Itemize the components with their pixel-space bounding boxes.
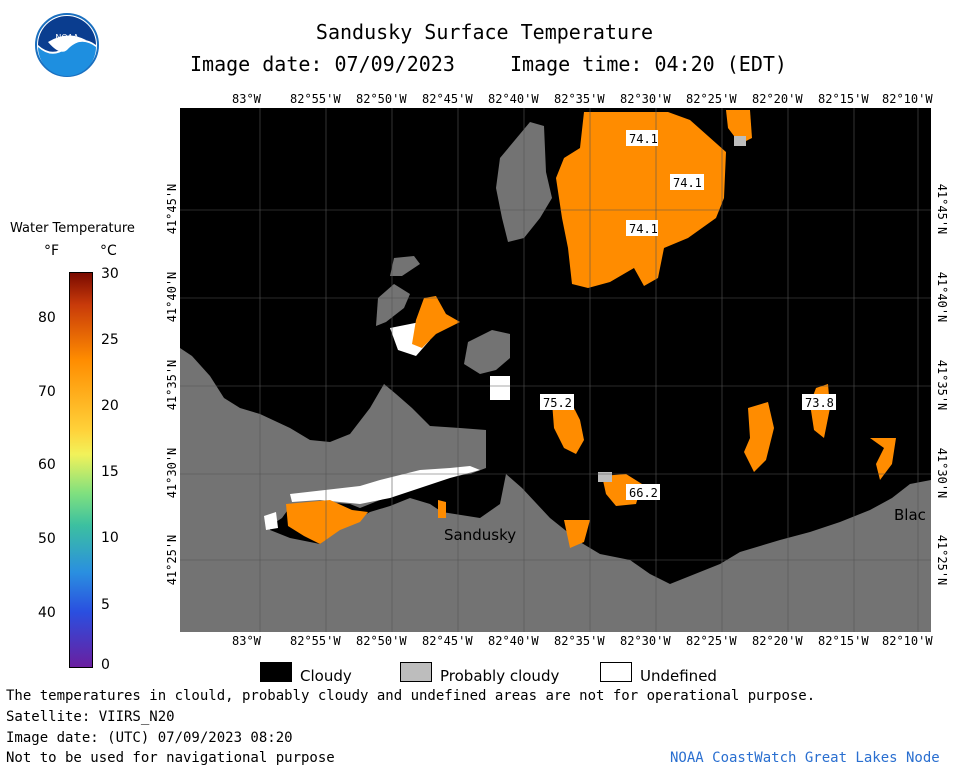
legend-label-cloudy: Cloudy — [300, 667, 352, 685]
lon-tick-top: 82°55'W — [290, 92, 341, 106]
color-scale-bar — [69, 272, 93, 668]
lat-tick-right: 41°35'N — [935, 359, 949, 411]
lon-tick-bottom: 82°30'W — [620, 634, 671, 648]
lat-tick-right: 41°25'N — [935, 534, 949, 586]
warm-water — [412, 296, 460, 348]
lat-tick-left: 41°25'N — [165, 534, 179, 586]
scale-tick-f: 60 — [38, 457, 56, 473]
footer-satellite: Satellite: VIIRS_N20 — [6, 709, 175, 725]
lon-tick-bottom: 82°40'W — [488, 634, 539, 648]
undefined-area — [264, 512, 278, 530]
legend-swatch-probably-cloudy — [400, 662, 432, 682]
warm-water — [564, 520, 590, 548]
scale-tick-f: 80 — [38, 310, 56, 326]
lon-tick-bottom: 83°W — [232, 634, 261, 648]
undefined-area — [490, 376, 510, 400]
undefined-area — [290, 466, 480, 504]
footer-note: The temperatures in clould, probably clo… — [6, 688, 816, 704]
lon-tick-top: 82°40'W — [488, 92, 539, 106]
island — [376, 284, 410, 326]
lon-tick-bottom: 82°55'W — [290, 634, 341, 648]
lon-tick-top: 82°50'W — [356, 92, 407, 106]
temp-label: 73.8 — [805, 396, 834, 410]
scale-tick-c: 15 — [101, 464, 119, 480]
lon-tick-top: 83°W — [232, 92, 261, 106]
lon-tick-bottom: 82°20'W — [752, 634, 803, 648]
lon-tick-top: 82°45'W — [422, 92, 473, 106]
place-label-sandusky: Sandusky — [444, 526, 516, 544]
temp-label: 74.1 — [629, 222, 658, 236]
footer-nav-warning: Not to be used for navigational purpose — [6, 750, 335, 766]
lat-tick-left: 41°30'N — [165, 447, 179, 499]
image-time: Image time: 04:20 (EDT) — [510, 52, 787, 76]
legend-swatch-undefined — [600, 662, 632, 682]
probably-cloudy-area — [598, 472, 612, 482]
island — [464, 330, 510, 374]
scale-tick-c: 25 — [101, 332, 119, 348]
scale-title: Water Temperature — [10, 221, 135, 236]
scale-tick-f: 50 — [38, 531, 56, 547]
footer-utc-date: Image date: (UTC) 07/09/2023 08:20 — [6, 730, 293, 746]
place-label-blac: Blac — [894, 506, 926, 524]
lon-tick-bottom: 82°15'W — [818, 634, 869, 648]
lat-tick-right: 41°30'N — [935, 447, 949, 499]
lon-tick-bottom: 82°50'W — [356, 634, 407, 648]
warm-water — [726, 110, 752, 144]
lat-tick-left: 41°35'N — [165, 359, 179, 411]
scale-tick-c: 5 — [101, 597, 110, 613]
scale-unit-c: °C — [100, 243, 117, 259]
warm-water — [744, 402, 774, 472]
warm-water — [286, 500, 368, 544]
warm-water — [552, 402, 584, 454]
lon-tick-top: 82°25'W — [686, 92, 737, 106]
lon-tick-top: 82°15'W — [818, 92, 869, 106]
lat-tick-left: 41°40'N — [165, 271, 179, 323]
scale-tick-c: 0 — [101, 657, 110, 673]
lat-tick-right: 41°40'N — [935, 271, 949, 323]
lon-tick-top: 82°30'W — [620, 92, 671, 106]
scale-tick-c: 10 — [101, 530, 119, 546]
temp-label: 74.1 — [673, 176, 702, 190]
temp-label: 66.2 — [629, 486, 658, 500]
lon-tick-bottom: 82°25'W — [686, 634, 737, 648]
lon-tick-top: 82°10'W — [882, 92, 933, 106]
lon-tick-top: 82°20'W — [752, 92, 803, 106]
temp-label: 75.2 — [543, 396, 572, 410]
land-mass — [180, 348, 931, 632]
scale-tick-c: 30 — [101, 266, 119, 282]
warm-water — [438, 500, 446, 518]
temperature-map: 74.1 74.1 74.1 75.2 73.8 66.2 Sandusky B… — [180, 108, 931, 632]
lat-tick-right: 41°45'N — [935, 183, 949, 235]
warm-water — [870, 438, 896, 480]
footer-credit: NOAA CoastWatch Great Lakes Node — [670, 750, 940, 766]
legend-label-undefined: Undefined — [640, 667, 717, 685]
lon-tick-bottom: 82°10'W — [882, 634, 933, 648]
image-date: Image date: 07/09/2023 — [190, 52, 455, 76]
scale-unit-f: °F — [44, 243, 60, 259]
lon-tick-bottom: 82°35'W — [554, 634, 605, 648]
page-title: Sandusky Surface Temperature — [315, 20, 654, 44]
warm-water — [556, 112, 726, 288]
map-grid — [180, 108, 931, 632]
island — [390, 256, 420, 276]
scale-tick-f: 40 — [38, 605, 56, 621]
lon-tick-bottom: 82°45'W — [422, 634, 473, 648]
scale-tick-f: 70 — [38, 384, 56, 400]
temp-label: 74.1 — [629, 132, 658, 146]
probably-cloudy-area — [734, 136, 746, 146]
scale-tick-c: 20 — [101, 398, 119, 414]
lon-tick-top: 82°35'W — [554, 92, 605, 106]
lat-tick-left: 41°45'N — [165, 183, 179, 235]
legend-swatch-cloudy — [260, 662, 292, 682]
legend-label-probably-cloudy: Probably cloudy — [440, 667, 560, 685]
noaa-logo-icon: NOAA — [35, 13, 99, 77]
noaa-logo-text: NOAA — [55, 33, 79, 42]
